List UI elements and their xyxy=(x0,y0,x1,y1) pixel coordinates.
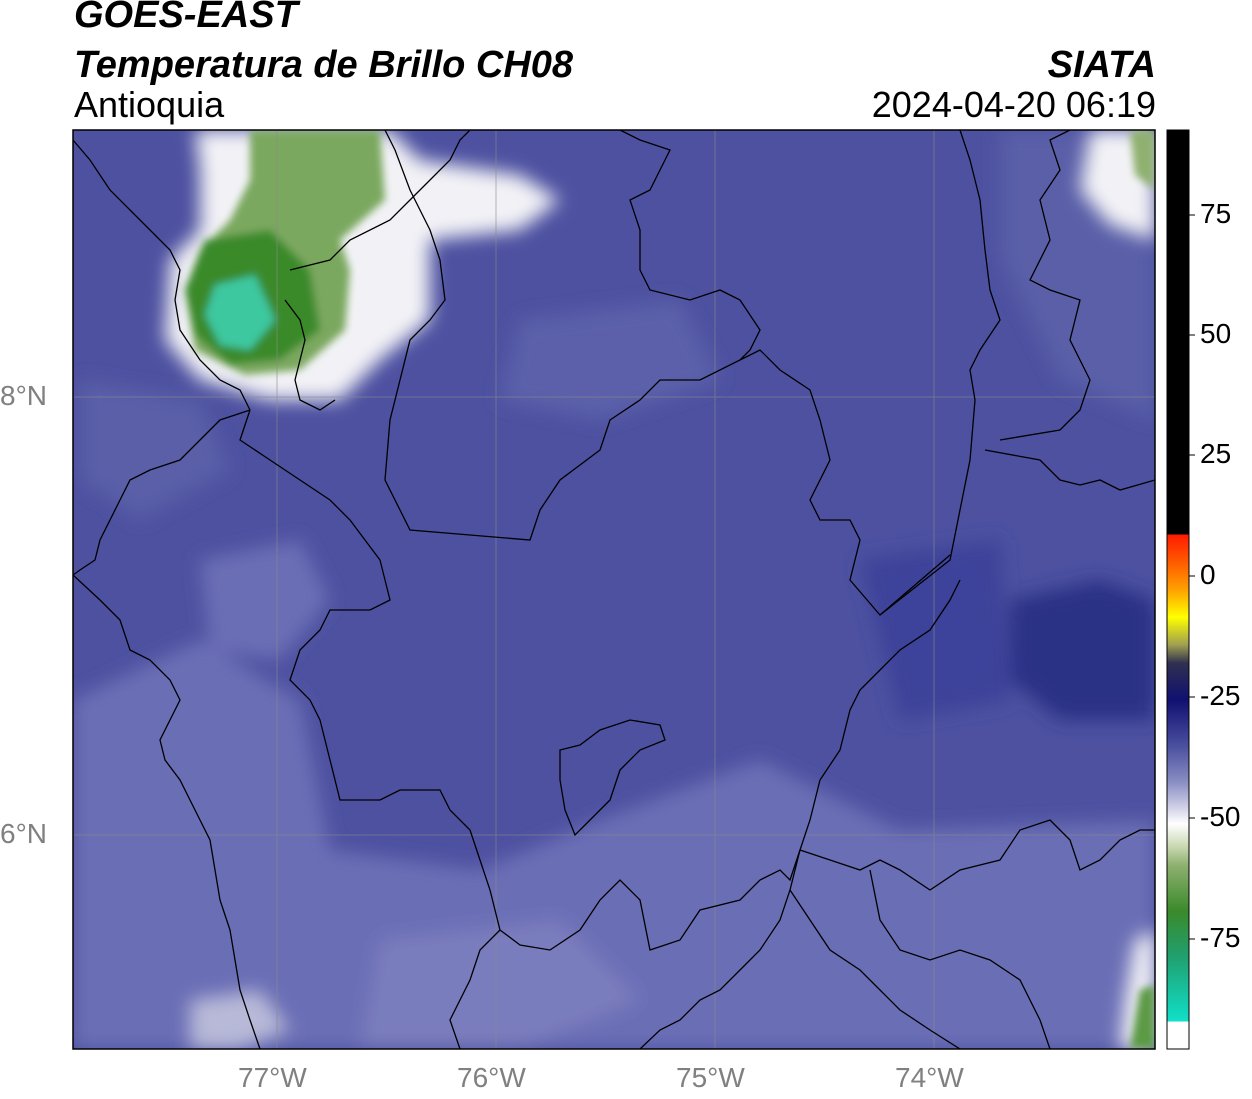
colorbar-label-0: 0 xyxy=(1200,559,1216,590)
graticule xyxy=(73,130,1155,1049)
colorbar xyxy=(1166,129,1190,1050)
cold-region xyxy=(860,540,1155,720)
colorbar-label-minus25: -25 xyxy=(1200,680,1241,711)
colorbar-label-50: 50 xyxy=(1200,318,1232,349)
region-label: Antioquia xyxy=(74,84,225,125)
map-frame xyxy=(72,129,1156,1050)
lon-label-75w: 75°W xyxy=(676,1062,745,1093)
lat-label-6n: 6°N xyxy=(0,818,47,849)
organization-label: SIATA xyxy=(1047,44,1156,86)
colorbar-label-75: 75 xyxy=(1200,198,1232,229)
product-title: Temperatura de Brillo CH08 xyxy=(74,44,574,86)
satellite-image xyxy=(73,130,1155,1049)
lon-label-74w: 74°W xyxy=(895,1062,964,1093)
datetime-label: 2024-04-20 06:19 xyxy=(871,84,1156,125)
colorbar-label-minus75: -75 xyxy=(1200,922,1241,953)
convective-cloud-core xyxy=(185,130,1155,1049)
satellite-title: GOES-EAST xyxy=(74,0,298,36)
colorbar-label-minus50: -50 xyxy=(1200,801,1241,832)
lat-label-8n: 8°N xyxy=(0,380,47,411)
lon-label-77w: 77°W xyxy=(238,1062,307,1093)
municipal-boundaries xyxy=(73,130,1155,1049)
colorbar-label-25: 25 xyxy=(1200,438,1232,469)
lon-label-76w: 76°W xyxy=(457,1062,526,1093)
colorbar-ticks xyxy=(1189,214,1195,940)
